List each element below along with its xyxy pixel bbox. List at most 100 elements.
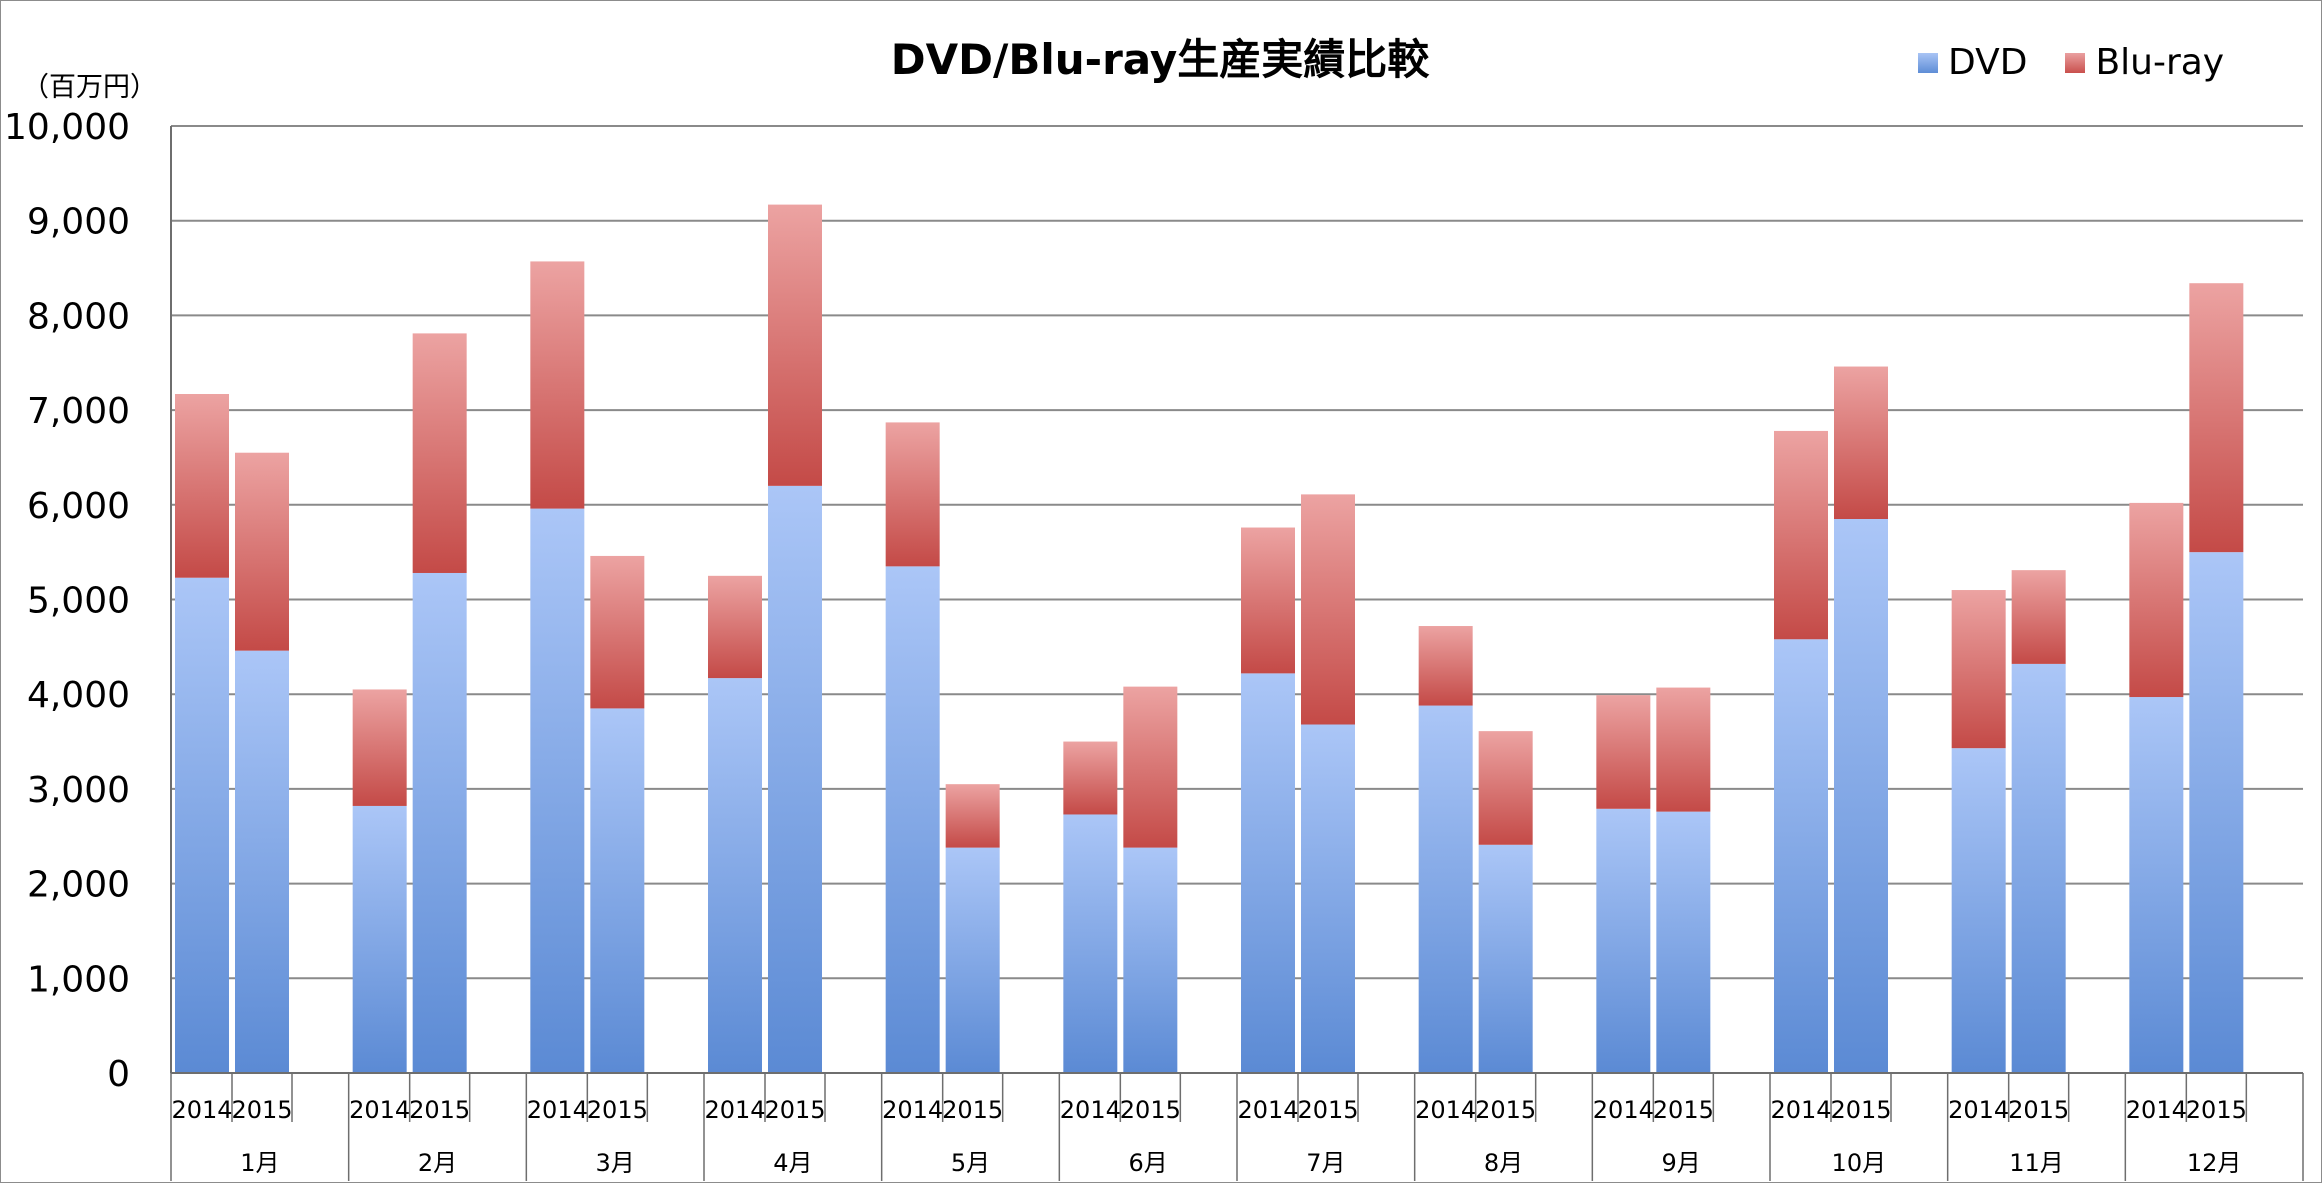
bar-bluray: [1241, 527, 1295, 674]
x-year-label: 2014: [2126, 1096, 2187, 1124]
legend-item-bluray: Blu-ray: [2065, 42, 2224, 83]
bar-dvd: [530, 508, 585, 1073]
x-group-label: 2月: [418, 1149, 457, 1177]
bar-dvd: [175, 577, 229, 1073]
bar-dvd: [1123, 847, 1178, 1073]
bar-bluray: [590, 555, 645, 709]
x-group-label: 9月: [1662, 1149, 1701, 1177]
bar-bluray: [235, 452, 289, 651]
x-year-label: 2015: [409, 1096, 470, 1124]
y-unit-label: （百万円）: [22, 72, 157, 103]
bar-dvd: [945, 847, 1000, 1073]
bars: [175, 204, 2244, 1073]
y-tick-label: 10,000: [4, 107, 130, 148]
bar-dvd: [1774, 639, 1828, 1073]
x-year-label: 2015: [1830, 1096, 1891, 1124]
bar-dvd: [708, 678, 762, 1073]
x-year-label: 2014: [527, 1096, 588, 1124]
bar-bluray: [2011, 570, 2066, 664]
bar-bluray: [1418, 626, 1473, 706]
bar-bluray: [2129, 502, 2184, 698]
labels: 0 1,000 2,000 3,000 4,000 5,000 6,000 7,000 8,00…: [4, 107, 2247, 1177]
bar-bluray: [1951, 590, 2006, 749]
axes: [170, 126, 2304, 1181]
x-year-label: 2014: [882, 1096, 943, 1124]
bar-dvd: [768, 485, 822, 1073]
y-tick-label: 2,000: [27, 865, 130, 906]
legend-swatch-bluray: [2065, 52, 2086, 73]
x-year-label: 2015: [1120, 1096, 1181, 1124]
x-year-label: 2015: [942, 1096, 1003, 1124]
x-year-label: 2014: [704, 1096, 765, 1124]
bar-dvd: [2011, 663, 2066, 1073]
x-year-label: 2015: [764, 1096, 825, 1124]
x-group-label: 10月: [1832, 1149, 1887, 1177]
bar-bluray: [1834, 366, 1888, 520]
bar-bluray: [768, 204, 822, 486]
bar-dvd: [2129, 697, 2184, 1073]
x-year-label: 2015: [587, 1096, 648, 1124]
bar-bluray: [1596, 695, 1651, 809]
bar-bluray: [1478, 731, 1533, 845]
bar-bluray: [1123, 686, 1178, 848]
x-year-label: 2014: [1237, 1096, 1298, 1124]
x-group-label: 8月: [1484, 1149, 1523, 1177]
bar-dvd: [412, 572, 467, 1073]
bar-dvd: [1241, 673, 1295, 1073]
y-tick-label: 4,000: [27, 675, 130, 716]
x-year-label: 2014: [1060, 1096, 1121, 1124]
bar-dvd: [1478, 844, 1533, 1073]
bar-bluray: [945, 784, 1000, 848]
y-tick-label: 9,000: [27, 202, 130, 243]
x-group-label: 12月: [2187, 1149, 2242, 1177]
x-year-label: 2015: [231, 1096, 292, 1124]
legend: DVD Blu-ray: [1918, 42, 2262, 83]
bar-dvd: [590, 708, 645, 1073]
x-group-label: 3月: [596, 1149, 635, 1177]
bar-dvd: [2189, 552, 2244, 1073]
y-tick-label: 3,000: [27, 770, 130, 811]
x-group-label: 1月: [240, 1149, 279, 1177]
bar-dvd: [1596, 808, 1651, 1073]
x-year-label: 2014: [1415, 1096, 1476, 1124]
legend-label-bluray: Blu-ray: [2095, 42, 2225, 83]
x-year-label: 2015: [1297, 1096, 1358, 1124]
bar-dvd: [1656, 811, 1711, 1073]
bar-dvd: [885, 566, 940, 1073]
bar-bluray: [1774, 430, 1828, 640]
bar-bluray: [2189, 283, 2244, 553]
x-year-label: 2015: [2008, 1096, 2069, 1124]
x-year-label: 2015: [2186, 1096, 2247, 1124]
y-tick-label: 6,000: [27, 486, 130, 527]
bar-bluray: [885, 422, 940, 567]
bar-dvd: [1834, 519, 1888, 1073]
legend-item-dvd: DVD: [1918, 42, 2027, 83]
bar-bluray: [1656, 687, 1711, 812]
legend-swatch-dvd: [1918, 52, 1938, 73]
bar-bluray: [175, 394, 229, 578]
x-year-label: 2014: [1593, 1096, 1654, 1124]
bar-bluray: [1063, 741, 1118, 815]
x-year-label: 2014: [171, 1096, 232, 1124]
x-group-label: 5月: [951, 1149, 990, 1177]
x-year-label: 2015: [1475, 1096, 1536, 1124]
y-tick-label: 8,000: [27, 296, 130, 337]
bar-dvd: [352, 805, 407, 1073]
grid-lines: [171, 125, 2303, 980]
x-year-label: 2014: [349, 1096, 410, 1124]
y-tick-label: 0: [107, 1054, 130, 1095]
bar-bluray: [530, 261, 585, 509]
bar-dvd: [235, 650, 289, 1073]
x-year-label: 2014: [1948, 1096, 2009, 1124]
x-group-label: 6月: [1129, 1149, 1168, 1177]
legend-label-dvd: DVD: [1948, 42, 2028, 83]
x-year-label: 2014: [1770, 1096, 1831, 1124]
y-tick-label: 7,000: [27, 391, 130, 432]
x-year-label: 2015: [1653, 1096, 1714, 1124]
bar-dvd: [1063, 814, 1118, 1073]
bar-dvd: [1301, 724, 1355, 1073]
y-tick-label: 5,000: [27, 581, 130, 622]
x-group-label: 7月: [1306, 1149, 1345, 1177]
bar-bluray: [1301, 494, 1355, 725]
x-group-label: 4月: [773, 1149, 812, 1177]
